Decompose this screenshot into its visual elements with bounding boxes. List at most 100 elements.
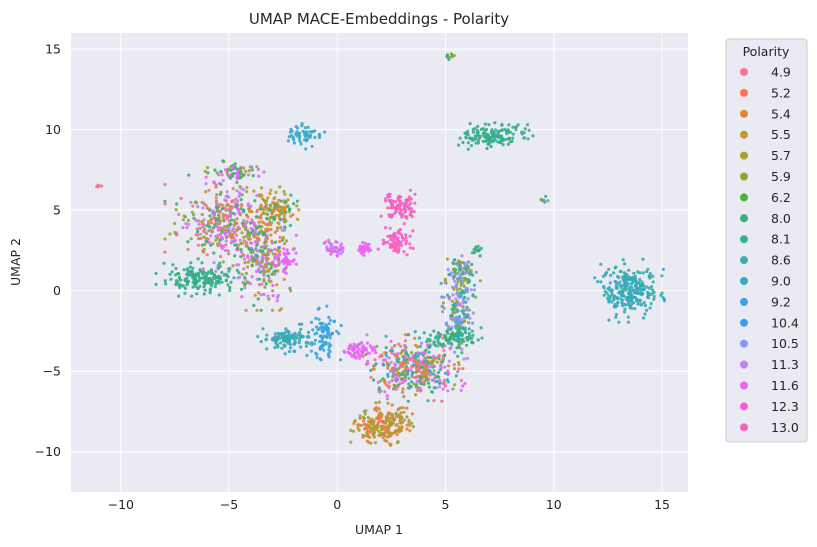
scatter-point <box>363 249 367 253</box>
legend-label: 11.6 <box>771 378 799 393</box>
scatter-point <box>205 166 210 170</box>
scatter-point <box>238 275 242 279</box>
scatter-point <box>325 335 329 339</box>
scatter-point <box>614 315 618 319</box>
scatter-point <box>205 277 209 281</box>
scatter-point <box>394 411 398 415</box>
scatter-point <box>264 212 268 216</box>
scatter-point <box>196 272 201 276</box>
scatter-point <box>407 376 411 380</box>
scatter-point <box>621 258 625 262</box>
scatter-point <box>462 284 466 288</box>
scatter-point <box>211 281 215 285</box>
scatter-point <box>610 300 614 304</box>
scatter-point <box>405 366 409 370</box>
scatter-point <box>523 127 527 131</box>
scatter-point <box>242 208 246 212</box>
scatter-point <box>229 235 233 239</box>
scatter-point <box>484 127 489 132</box>
scatter-point <box>407 206 411 210</box>
scatter-point <box>246 233 250 237</box>
scatter-point <box>244 308 248 312</box>
legend-marker <box>740 360 748 369</box>
scatter-point <box>267 247 271 251</box>
scatter-point <box>201 272 205 276</box>
scatter-point <box>431 378 435 382</box>
scatter-point <box>428 345 432 349</box>
scatter-point <box>242 173 246 177</box>
scatter-point <box>381 363 386 367</box>
scatter-point <box>446 341 450 345</box>
scatter-point <box>372 420 376 424</box>
scatter-point <box>251 232 255 236</box>
scatter-point <box>398 199 402 203</box>
scatter-point <box>462 291 466 295</box>
scatter-point <box>636 302 640 306</box>
scatter-point <box>433 376 437 380</box>
x-tick-label: 15 <box>654 497 670 512</box>
scatter-point <box>440 399 444 403</box>
scatter-point <box>463 295 467 299</box>
scatter-point <box>296 217 300 221</box>
scatter-point <box>231 264 235 268</box>
scatter-point <box>416 362 420 366</box>
scatter-point <box>307 335 311 339</box>
scatter-point <box>447 297 452 301</box>
scatter-point <box>255 243 259 247</box>
scatter-point <box>220 246 224 251</box>
scatter-point <box>182 214 186 218</box>
scatter-point <box>456 370 460 374</box>
scatter-point <box>186 279 190 283</box>
scatter-point <box>309 320 314 324</box>
scatter-point <box>414 343 418 347</box>
scatter-point <box>174 279 179 283</box>
scatter-point <box>201 267 205 271</box>
scatter-point <box>342 349 346 353</box>
scatter-point <box>327 248 331 252</box>
scatter-point <box>276 345 280 349</box>
scatter-point <box>282 251 286 255</box>
scatter-point <box>235 217 239 221</box>
scatter-point <box>457 327 461 331</box>
scatter-point <box>622 279 626 283</box>
scatter-point <box>289 127 293 131</box>
scatter-point <box>456 259 460 263</box>
scatter-point <box>318 326 322 330</box>
scatter-point <box>446 267 450 272</box>
scatter-point <box>256 335 260 339</box>
scatter-point <box>294 251 298 255</box>
scatter-point <box>358 414 362 418</box>
scatter-point <box>269 266 273 270</box>
scatter-point <box>449 346 453 350</box>
scatter-point <box>395 432 399 437</box>
scatter-point <box>461 301 465 305</box>
scatter-point <box>221 237 225 241</box>
scatter-point <box>198 276 202 280</box>
scatter-point <box>175 233 179 237</box>
scatter-point <box>393 366 397 370</box>
scatter-point <box>339 323 343 328</box>
scatter-point <box>404 236 408 240</box>
scatter-point <box>267 297 271 301</box>
scatter-point <box>464 287 468 291</box>
scatter-point <box>283 209 287 213</box>
scatter-point <box>242 218 246 223</box>
y-tick-label: 15 <box>45 42 61 57</box>
scatter-point <box>231 187 235 191</box>
scatter-point <box>364 346 368 351</box>
scatter-point <box>276 221 280 225</box>
scatter-point <box>320 339 324 343</box>
scatter-point <box>214 185 218 189</box>
scatter-point <box>258 263 262 267</box>
scatter-point <box>214 269 218 273</box>
scatter-point <box>260 225 264 229</box>
scatter-point <box>455 282 459 286</box>
scatter-point <box>470 329 474 333</box>
scatter-point <box>314 316 318 320</box>
scatter-point <box>449 341 453 345</box>
scatter-point <box>177 212 181 217</box>
scatter-point <box>465 356 470 360</box>
scatter-point <box>288 342 292 346</box>
scatter-point <box>284 239 288 243</box>
scatter-point <box>440 360 444 364</box>
